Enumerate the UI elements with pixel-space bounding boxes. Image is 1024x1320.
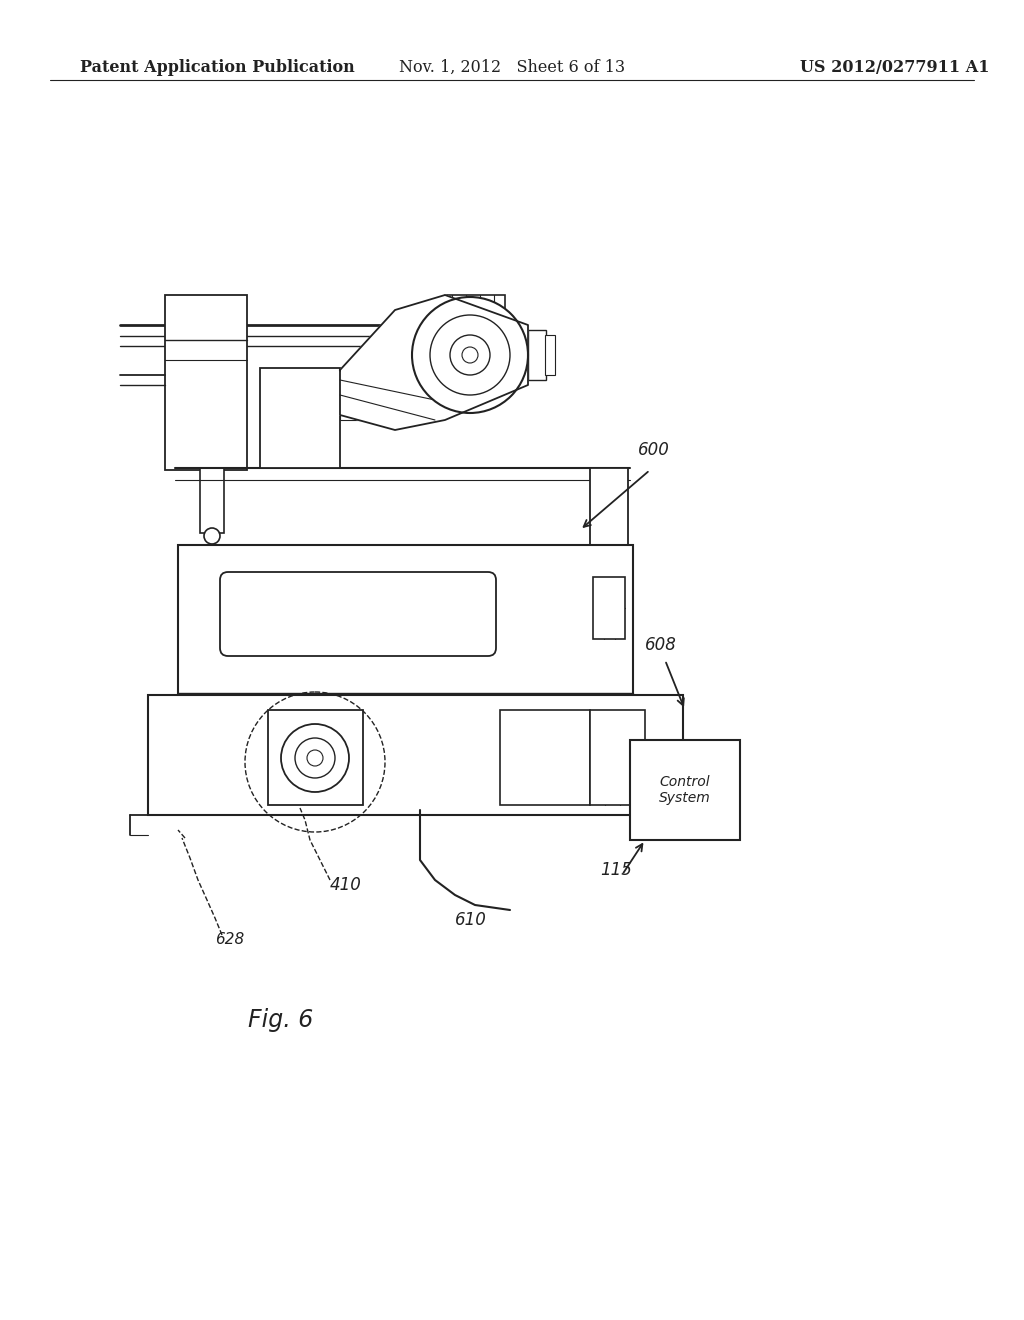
Bar [260,368,340,469]
Bar [165,294,247,470]
Text: US 2012/0277911 A1: US 2012/0277911 A1 [800,58,989,75]
Text: 410: 410 [330,876,361,894]
Circle shape [307,750,323,766]
Polygon shape [340,294,528,430]
Circle shape [430,315,510,395]
Circle shape [281,723,349,792]
Bar [340,375,395,405]
Text: 115: 115 [600,861,632,879]
Bar [178,545,633,696]
Bar [630,741,740,840]
Circle shape [462,347,478,363]
Bar [590,710,645,805]
Bar [148,696,683,814]
Text: 600: 600 [638,441,670,459]
Bar [200,469,224,533]
Bar [268,710,362,805]
Bar [590,469,628,643]
Text: Patent Application Publication: Patent Application Publication [80,58,354,75]
Bar [528,330,546,380]
Bar [340,395,406,420]
Circle shape [295,738,335,777]
Circle shape [450,335,490,375]
Text: Nov. 1, 2012   Sheet 6 of 13: Nov. 1, 2012 Sheet 6 of 13 [399,58,625,75]
Bar [500,710,590,805]
Circle shape [412,297,528,413]
Bar [395,370,435,411]
Text: 610: 610 [455,911,486,929]
Bar [445,294,505,323]
Text: Fig. 6: Fig. 6 [248,1008,313,1032]
Text: Control
System: Control System [659,775,711,805]
Text: 628: 628 [215,932,245,948]
FancyBboxPatch shape [220,572,496,656]
Text: 608: 608 [645,636,677,653]
Bar [545,335,555,375]
Bar [395,389,425,420]
Bar [593,577,625,639]
Circle shape [204,528,220,544]
